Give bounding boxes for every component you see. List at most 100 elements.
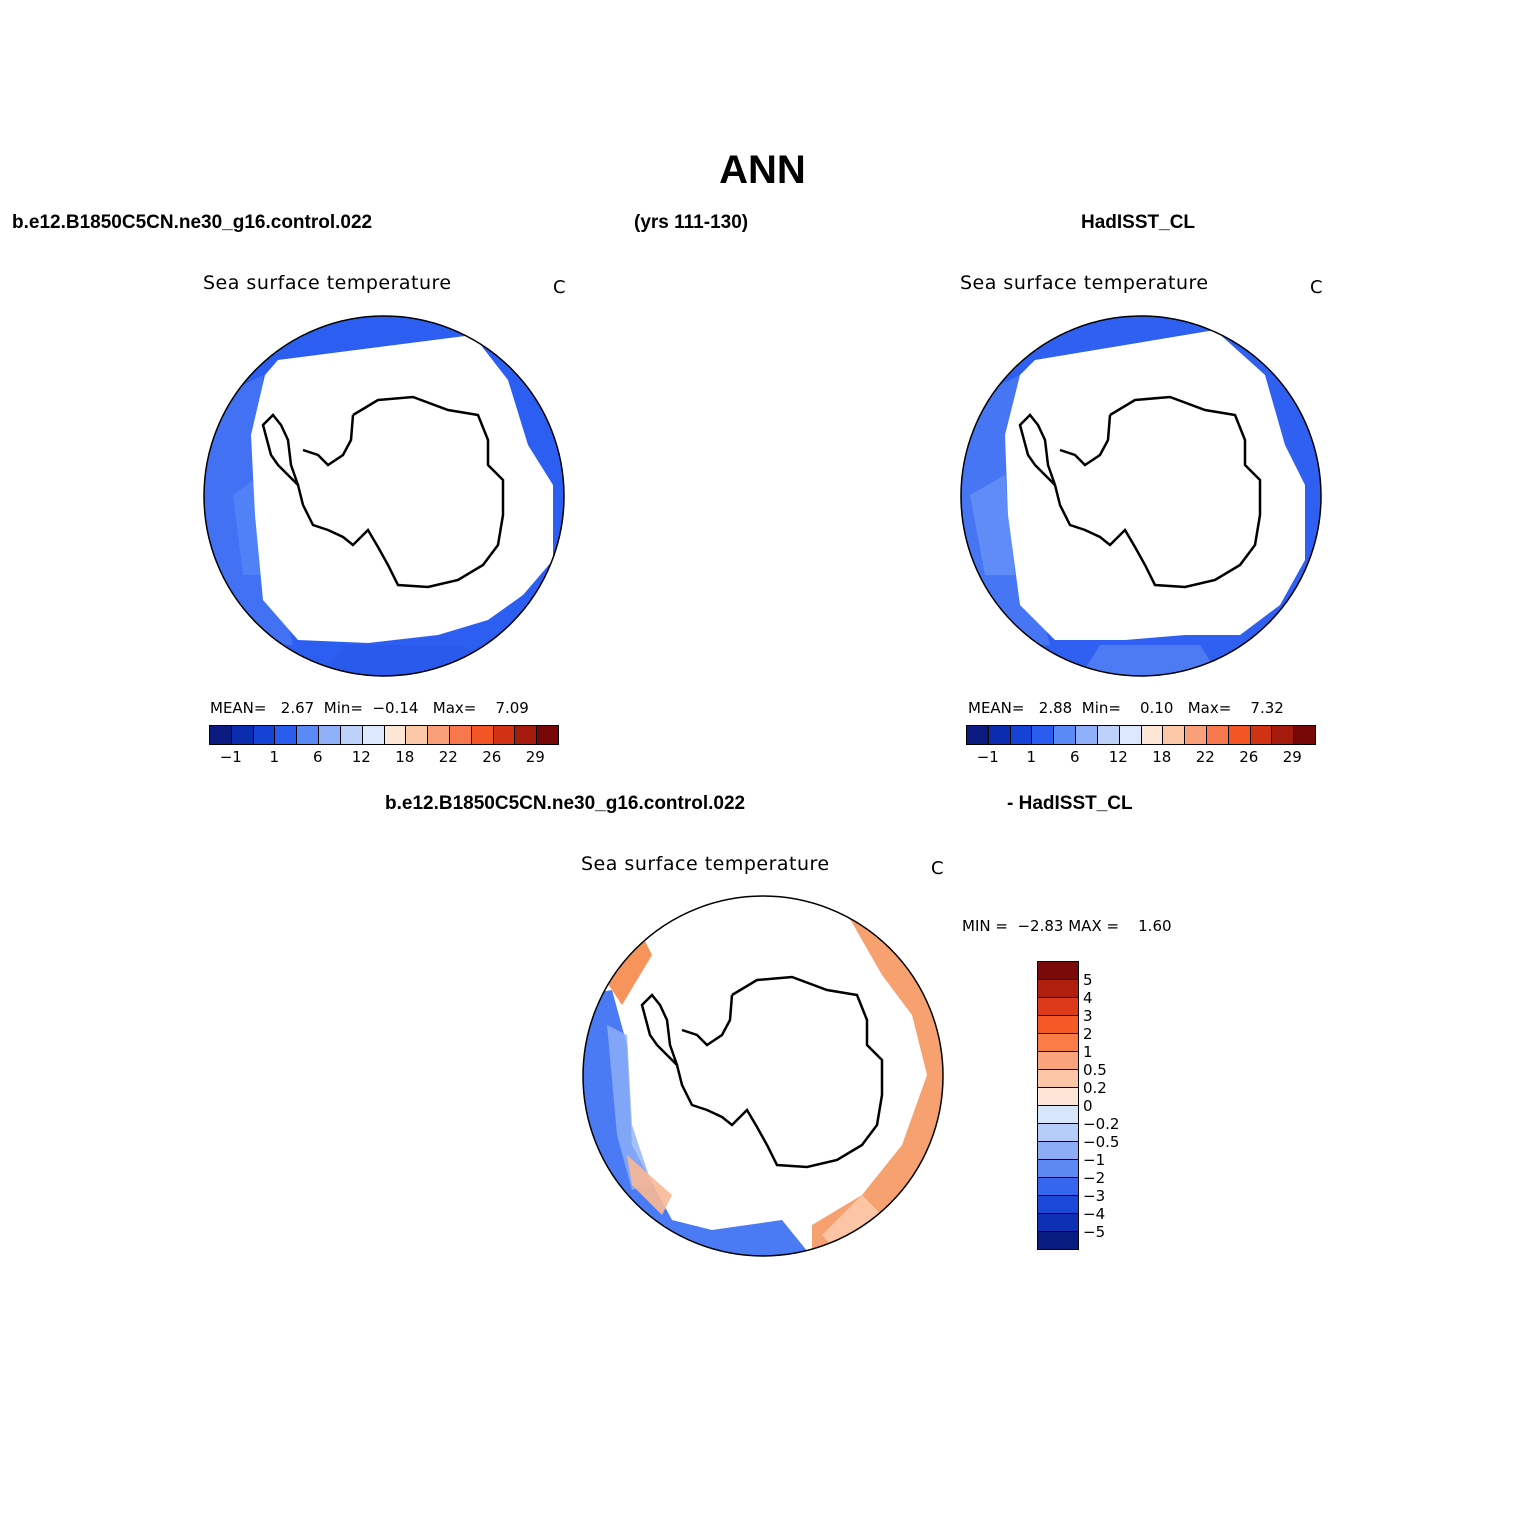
obs-panel-unit: C [1310,277,1323,298]
obs-colorbar-box [1010,726,1033,744]
diff-colorbar-box [1038,1070,1078,1088]
diff-colorbar-labels: 5 4 3 2 1 0.5 0.2 0 −0.2 −0.5 −1 −2 −3 −4 −5 [1083,961,1143,1261]
obs-max-label: Max= [1187,699,1232,717]
obs-mean-value: 2.88 [1038,699,1073,717]
diff-colorbar [1037,961,1079,1250]
diff-colorbar-box [1038,1088,1078,1106]
model-stats: MEAN= 2.67 Min= −0.14 Max= 7.09 [210,699,529,717]
diff-min-label: MIN = [962,917,1008,935]
obs-colorbar-labels: −1 1 6 12 18 22 26 29 [969,748,1314,768]
model-colorbar-label: −1 [219,748,242,766]
model-min-label: Min= [323,699,363,717]
obs-colorbar-label: 29 [1282,748,1302,766]
model-colorbar-label: 26 [482,748,502,766]
obs-colorbar-box [1119,726,1142,744]
diff-colorbar-label: 3 [1083,1007,1093,1025]
model-colorbar-labels: −1 1 6 12 18 22 26 29 [212,748,557,768]
model-colorbar [209,725,559,745]
obs-colorbar [966,725,1316,745]
model-colorbar-box [493,726,516,744]
model-panel-unit: C [553,277,566,298]
obs-colorbar-label: 12 [1108,748,1128,766]
diff-colorbar-label: −0.2 [1083,1115,1120,1133]
diff-min-value: −2.83 [1017,917,1064,935]
model-colorbar-box [515,726,538,744]
obs-colorbar-box [1294,726,1315,744]
model-colorbar-box [471,726,494,744]
model-colorbar-box [231,726,254,744]
model-colorbar-box [340,726,363,744]
obs-colorbar-label: 22 [1195,748,1215,766]
obs-colorbar-box [967,726,989,744]
diff-colorbar-label: 1 [1083,1043,1093,1061]
diff-colorbar-label: 0.5 [1083,1061,1107,1079]
diff-colorbar-box [1038,1178,1078,1196]
model-max-label: Max= [432,699,477,717]
diff-colorbar-box [1038,1052,1078,1070]
model-colorbar-box [297,726,320,744]
obs-colorbar-label: 18 [1152,748,1172,766]
diff-colorbar-box [1038,1142,1078,1160]
diff-max-label: MAX = [1068,917,1120,935]
diff-colorbar-box [1038,962,1078,980]
obs-colorbar-box [1250,726,1273,744]
diff-colorbar-box [1038,998,1078,1016]
diff-colorbar-label: 0.2 [1083,1079,1107,1097]
obs-mean-label: MEAN= [968,699,1025,717]
years-header: (yrs 111-130) [634,212,749,233]
diff-colorbar-box [1038,980,1078,998]
model-min-value: −0.14 [372,699,419,717]
model-colorbar-label: 1 [269,748,280,766]
main-title: ANN [719,148,806,192]
model-sst-map [203,315,565,677]
obs-colorbar-box [988,726,1011,744]
diff-colorbar-box [1038,1214,1078,1232]
diff-colorbar-box [1038,1016,1078,1034]
model-colorbar-box [362,726,385,744]
diff-colorbar-box [1038,1232,1078,1249]
model-colorbar-label: 29 [525,748,545,766]
diff-colorbar-label: −2 [1083,1169,1106,1187]
diff-colorbar-label: −0.5 [1083,1133,1120,1151]
diff-colorbar-box [1038,1106,1078,1124]
model-colorbar-box [428,726,450,744]
diff-sst-map [582,895,944,1257]
model-colorbar-box [275,726,298,744]
obs-max-value: 7.32 [1250,699,1284,717]
model-colorbar-box [449,726,472,744]
obs-stats: MEAN= 2.88 Min= 0.10 Max= 7.32 [968,699,1284,717]
diff-panel-unit: C [931,858,944,879]
obs-min-label: Min= [1081,699,1121,717]
obs-min-value: 0.10 [1140,699,1174,717]
diff-colorbar-label: −5 [1083,1223,1106,1241]
diff-colorbar-box [1038,1124,1078,1142]
obs-colorbar-box [1272,726,1295,744]
diff-colorbar-box [1038,1034,1078,1052]
model-colorbar-label: 6 [312,748,323,766]
obs-colorbar-label: 1 [1026,748,1037,766]
obs-colorbar-box [1228,726,1251,744]
diff-stats: MIN = −2.83 MAX = 1.60 [962,917,1172,935]
model-colorbar-box [210,726,232,744]
model-colorbar-label: 18 [395,748,415,766]
model-max-value: 7.09 [495,699,529,717]
model-mean-value: 2.67 [280,699,315,717]
model-colorbar-box [319,726,341,744]
obs-colorbar-box [1206,726,1229,744]
obs-colorbar-label: 26 [1239,748,1259,766]
obs-colorbar-box [1097,726,1120,744]
model-colorbar-label: 22 [438,748,458,766]
model-mean-label: MEAN= [210,699,267,717]
diff-colorbar-label: 5 [1083,971,1093,989]
diff-colorbar-box [1038,1160,1078,1178]
obs-colorbar-box [1076,726,1098,744]
obs-colorbar-box [1141,726,1164,744]
obs-colorbar-box [1163,726,1186,744]
diff-colorbar-label: 4 [1083,989,1093,1007]
diff-case-header: b.e12.B1850C5CN.ne30_g16.control.022 [385,793,746,814]
obs-name-header: HadISST_CL [1081,212,1196,233]
model-colorbar-box [537,726,558,744]
model-colorbar-label: 12 [351,748,371,766]
obs-colorbar-box [1054,726,1077,744]
diff-colorbar-label: −3 [1083,1187,1106,1205]
